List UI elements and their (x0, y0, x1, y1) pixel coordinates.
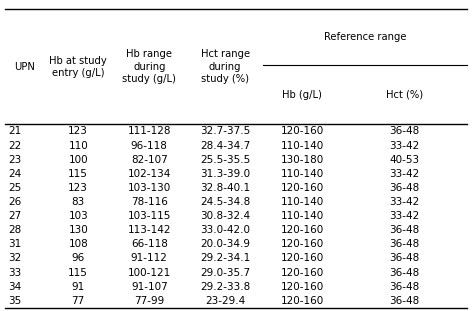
Text: 130: 130 (68, 225, 88, 235)
Text: 108: 108 (68, 239, 88, 249)
Text: 40-53: 40-53 (389, 155, 419, 165)
Text: Hb (g/L): Hb (g/L) (282, 90, 322, 100)
Text: 32: 32 (9, 253, 22, 263)
Text: 103: 103 (68, 211, 88, 221)
Text: 28: 28 (9, 225, 22, 235)
Text: 30.8-32.4: 30.8-32.4 (200, 211, 250, 221)
Text: UPN: UPN (14, 62, 36, 72)
Text: 110-140: 110-140 (281, 197, 324, 207)
Text: 91-107: 91-107 (131, 282, 168, 292)
Text: 91: 91 (72, 282, 85, 292)
Text: 28.4-34.7: 28.4-34.7 (200, 141, 250, 151)
Text: 36-48: 36-48 (389, 253, 419, 263)
Text: 120-160: 120-160 (281, 127, 324, 137)
Text: 113-142: 113-142 (128, 225, 171, 235)
Text: 25.5-35.5: 25.5-35.5 (200, 155, 250, 165)
Text: 32.8-40.1: 32.8-40.1 (200, 183, 250, 193)
Text: 25: 25 (9, 183, 22, 193)
Text: 36-48: 36-48 (389, 183, 419, 193)
Text: 29.0-35.7: 29.0-35.7 (200, 267, 250, 278)
Text: 29.2-34.1: 29.2-34.1 (200, 253, 250, 263)
Text: 110-140: 110-140 (281, 169, 324, 179)
Text: 36-48: 36-48 (389, 225, 419, 235)
Text: Hct range
during
study (%): Hct range during study (%) (201, 49, 250, 84)
Text: 120-160: 120-160 (281, 296, 324, 306)
Text: Hct (%): Hct (%) (385, 90, 423, 100)
Text: 66-118: 66-118 (131, 239, 168, 249)
Text: 115: 115 (68, 169, 88, 179)
Text: 110-140: 110-140 (281, 141, 324, 151)
Text: 96: 96 (72, 253, 85, 263)
Text: 100-121: 100-121 (128, 267, 171, 278)
Text: 31.3-39.0: 31.3-39.0 (200, 169, 250, 179)
Text: 21: 21 (9, 127, 22, 137)
Text: 120-160: 120-160 (281, 239, 324, 249)
Text: 110-140: 110-140 (281, 211, 324, 221)
Text: 31: 31 (9, 239, 22, 249)
Text: 115: 115 (68, 267, 88, 278)
Text: 103-130: 103-130 (128, 183, 171, 193)
Text: 33: 33 (9, 267, 22, 278)
Text: 110: 110 (68, 141, 88, 151)
Text: 20.0-34.9: 20.0-34.9 (200, 239, 250, 249)
Text: 27: 27 (9, 211, 22, 221)
Text: 120-160: 120-160 (281, 225, 324, 235)
Text: 33-42: 33-42 (389, 141, 419, 151)
Text: 83: 83 (72, 197, 85, 207)
Text: 26: 26 (9, 197, 22, 207)
Text: 36-48: 36-48 (389, 267, 419, 278)
Text: 120-160: 120-160 (281, 282, 324, 292)
Text: 22: 22 (9, 141, 22, 151)
Text: Hb at study
entry (g/L): Hb at study entry (g/L) (49, 56, 107, 78)
Text: 103-115: 103-115 (128, 211, 171, 221)
Text: Reference range: Reference range (324, 32, 406, 42)
Text: 120-160: 120-160 (281, 267, 324, 278)
Text: 33-42: 33-42 (389, 197, 419, 207)
Text: 36-48: 36-48 (389, 282, 419, 292)
Text: 91-112: 91-112 (131, 253, 168, 263)
Text: 33.0-42.0: 33.0-42.0 (200, 225, 250, 235)
Text: 23-29.4: 23-29.4 (205, 296, 245, 306)
Text: 23: 23 (9, 155, 22, 165)
Text: 35: 35 (9, 296, 22, 306)
Text: 24.5-34.8: 24.5-34.8 (200, 197, 250, 207)
Text: 33-42: 33-42 (389, 169, 419, 179)
Text: 82-107: 82-107 (131, 155, 168, 165)
Text: 24: 24 (9, 169, 22, 179)
Text: 32.7-37.5: 32.7-37.5 (200, 127, 250, 137)
Text: 77-99: 77-99 (134, 296, 164, 306)
Text: 111-128: 111-128 (128, 127, 171, 137)
Text: 102-134: 102-134 (128, 169, 171, 179)
Text: 120-160: 120-160 (281, 183, 324, 193)
Text: 36-48: 36-48 (389, 296, 419, 306)
Text: 33-42: 33-42 (389, 211, 419, 221)
Text: Hb range
during
study (g/L): Hb range during study (g/L) (122, 49, 176, 84)
Text: 130-180: 130-180 (281, 155, 324, 165)
Text: 123: 123 (68, 183, 88, 193)
Text: 120-160: 120-160 (281, 253, 324, 263)
Text: 34: 34 (9, 282, 22, 292)
Text: 123: 123 (68, 127, 88, 137)
Text: 78-116: 78-116 (131, 197, 168, 207)
Text: 29.2-33.8: 29.2-33.8 (200, 282, 250, 292)
Text: 36-48: 36-48 (389, 239, 419, 249)
Text: 100: 100 (68, 155, 88, 165)
Text: 36-48: 36-48 (389, 127, 419, 137)
Text: 96-118: 96-118 (131, 141, 168, 151)
Text: 77: 77 (72, 296, 85, 306)
